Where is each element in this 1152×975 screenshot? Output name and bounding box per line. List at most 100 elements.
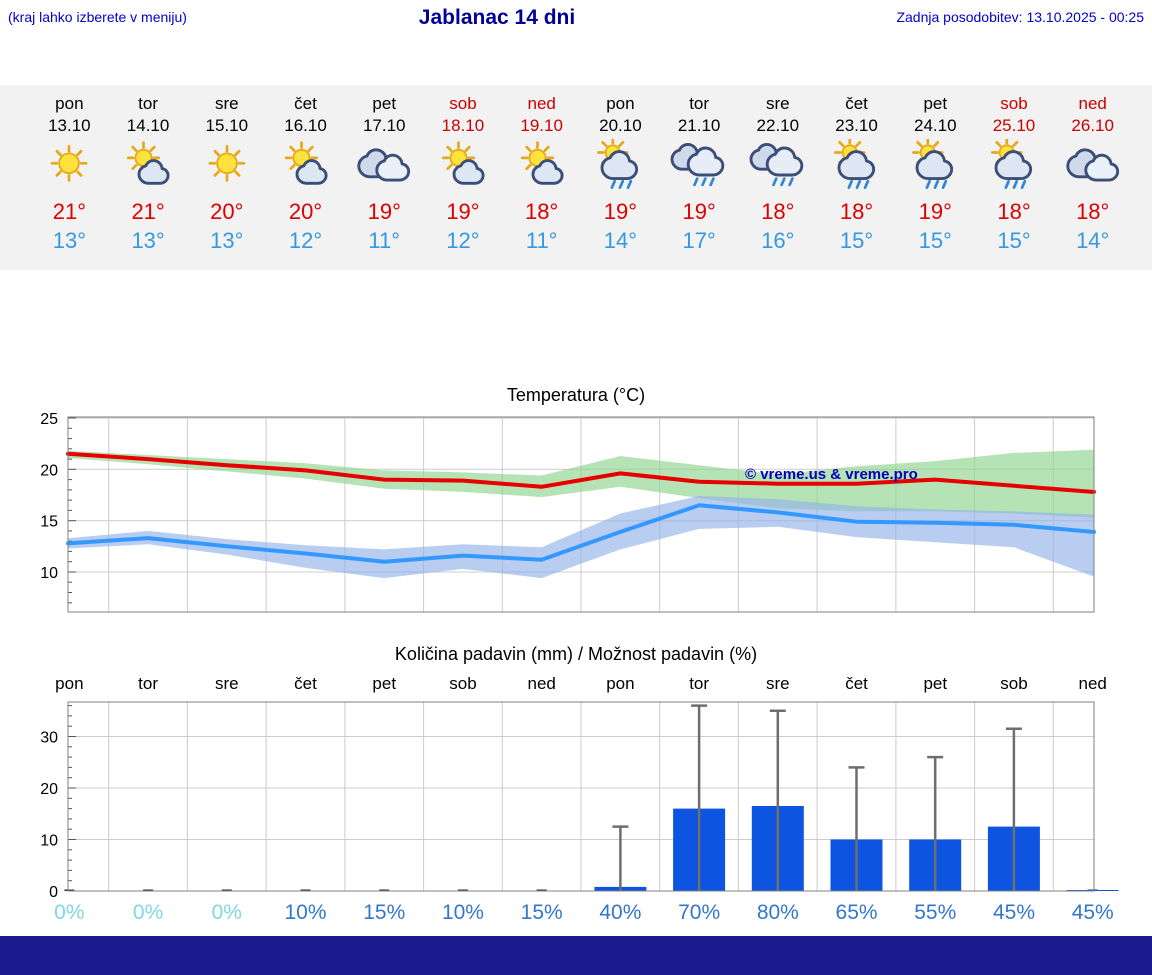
precip-probability: 45% [992, 901, 1035, 924]
precip-probability: 0% [54, 901, 85, 924]
weather-sun-rain-icon [817, 137, 896, 195]
precip-chart: 0 10 20 30 [40, 701, 1119, 898]
day-name: pon [55, 94, 84, 113]
high-temp: 20° [288, 199, 323, 224]
high-temp: 21° [52, 199, 86, 224]
precip-day-label: sre [766, 674, 790, 693]
forecast-day: sob 25.10 18° 15° [975, 93, 1054, 270]
footer-bar [0, 936, 1152, 975]
low-temp: 15° [918, 228, 952, 253]
forecast-day: pon 20.10 19° 14° [581, 93, 660, 270]
precip-day-label: sob [449, 674, 477, 693]
weather-sun-cloud-icon [424, 137, 503, 195]
precip-day-label: čet [294, 674, 317, 693]
forecast-day: pet 24.10 19° 15° [896, 93, 975, 270]
day-date: 24.10 [913, 116, 957, 135]
precip-probability: 80% [756, 901, 799, 924]
svg-text:15: 15 [40, 514, 58, 531]
watermark: © vreme.us & vreme.pro [745, 466, 918, 483]
day-date: 23.10 [835, 116, 878, 135]
precip-probability: 10% [441, 901, 484, 924]
day-name: sob [449, 94, 477, 113]
day-name: čet [294, 94, 317, 113]
svg-text:10: 10 [40, 833, 58, 850]
day-name: pet [372, 94, 397, 113]
day-date: 17.10 [362, 116, 406, 135]
svg-text:30: 30 [40, 730, 58, 747]
svg-text:25: 25 [40, 411, 58, 428]
day-name: tor [138, 94, 158, 113]
day-date: 22.10 [756, 116, 800, 135]
high-temp: 18° [839, 199, 874, 224]
precip-probability: 45% [1071, 901, 1114, 924]
day-date: 25.10 [992, 116, 1036, 135]
low-temp: 11° [525, 228, 558, 253]
weather-sun-rain-icon [896, 137, 975, 195]
high-temp: 21° [131, 199, 165, 224]
header: (kraj lahko izberete v meniju) Jablanac … [0, 6, 1152, 36]
day-name: ned [1078, 94, 1107, 113]
low-temp: 12° [288, 228, 323, 253]
precip-day-label: ned [1078, 674, 1107, 693]
day-date: 13.10 [48, 116, 91, 135]
day-name: pet [923, 94, 948, 113]
precip-day-label: pon [606, 674, 635, 693]
high-temp: 18° [997, 199, 1031, 224]
precip-day-label: pet [923, 674, 948, 693]
precip-probability: 55% [914, 901, 957, 924]
day-date: 21.10 [677, 116, 721, 135]
svg-text:20: 20 [40, 462, 58, 479]
high-temp: 20° [210, 199, 244, 224]
precip-day-label: čet [845, 674, 868, 693]
high-temp: 18° [525, 199, 559, 224]
temperature-chart-title: Temperatura (°C) [506, 385, 646, 405]
precip-probability: 0% [132, 901, 164, 924]
forecast-day: sre 22.10 18° 16° [738, 93, 817, 270]
low-temp: 13° [210, 228, 244, 253]
forecast-strip: pon 13.10 21° 13° tor 14.10 21° 13° sre 15.10 2… [0, 85, 1152, 270]
precip-chart-title: Količina padavin (mm) / Možnost padavin … [394, 644, 758, 664]
precip-probability-row: 0% 0% 0% 10% 15% 10% 15% 40% 70% 80% 65% 55% 45% 45% [0, 901, 1152, 925]
weather-sun-rain-icon [581, 137, 660, 195]
low-temp: 14° [1076, 228, 1110, 253]
day-date: 18.10 [441, 116, 485, 135]
high-temp: 19° [446, 199, 480, 224]
high-temp: 18° [1076, 199, 1110, 224]
precip-day-label: sre [214, 674, 239, 693]
precip-probability: 0% [211, 901, 242, 924]
precip-probability: 10% [284, 901, 327, 924]
weather-cloudy-icon [1053, 137, 1132, 195]
forecast-day: tor 14.10 21° 13° [109, 93, 188, 270]
svg-text:20: 20 [40, 781, 58, 798]
high-temp: 19° [367, 199, 401, 224]
day-name: sre [214, 94, 239, 113]
high-temp: 19° [918, 199, 952, 224]
low-temp: 13° [131, 228, 165, 253]
precip-day-labels: pon tor sre čet pet sob ned pon tor sre čet pet sob n… [0, 674, 1152, 694]
low-temp: 13° [52, 228, 86, 253]
low-temp: 11° [368, 228, 401, 253]
forecast-day: pet 17.10 19° 11° [345, 93, 424, 270]
precip-probability: 15% [363, 901, 406, 924]
temperature-chart: 10 15 20 25 © vreme.us & vreme.pro [40, 411, 1096, 613]
high-temp: 19° [682, 199, 716, 224]
precip-probability: 40% [599, 901, 642, 924]
forecast-day: tor 21.10 19° 17° [660, 93, 739, 270]
weather-rain-icon [660, 137, 739, 195]
day-name: sre [766, 94, 790, 113]
precip-day-label: ned [527, 674, 556, 693]
precip-day-label: sob [1000, 674, 1028, 693]
forecast-day: čet 16.10 20° 12° [266, 93, 345, 270]
low-temp: 12° [446, 228, 480, 253]
last-update: Zadnja posodobitev: 13.10.2025 - 00:25 [896, 9, 1144, 25]
low-temp: 17° [682, 228, 716, 253]
low-temp: 14° [603, 228, 638, 253]
day-date: 14.10 [126, 116, 170, 135]
page-title: Jablanac 14 dni [418, 6, 576, 29]
day-name: pon [606, 94, 635, 113]
forecast-day: čet 23.10 18° 15° [817, 93, 896, 270]
forecast-day: pon 13.10 21° 13° [30, 93, 109, 270]
menu-hint: (kraj lahko izberete v meniju) [8, 9, 187, 25]
low-temp: 16° [761, 228, 795, 253]
weather-sun-icon [30, 137, 109, 195]
